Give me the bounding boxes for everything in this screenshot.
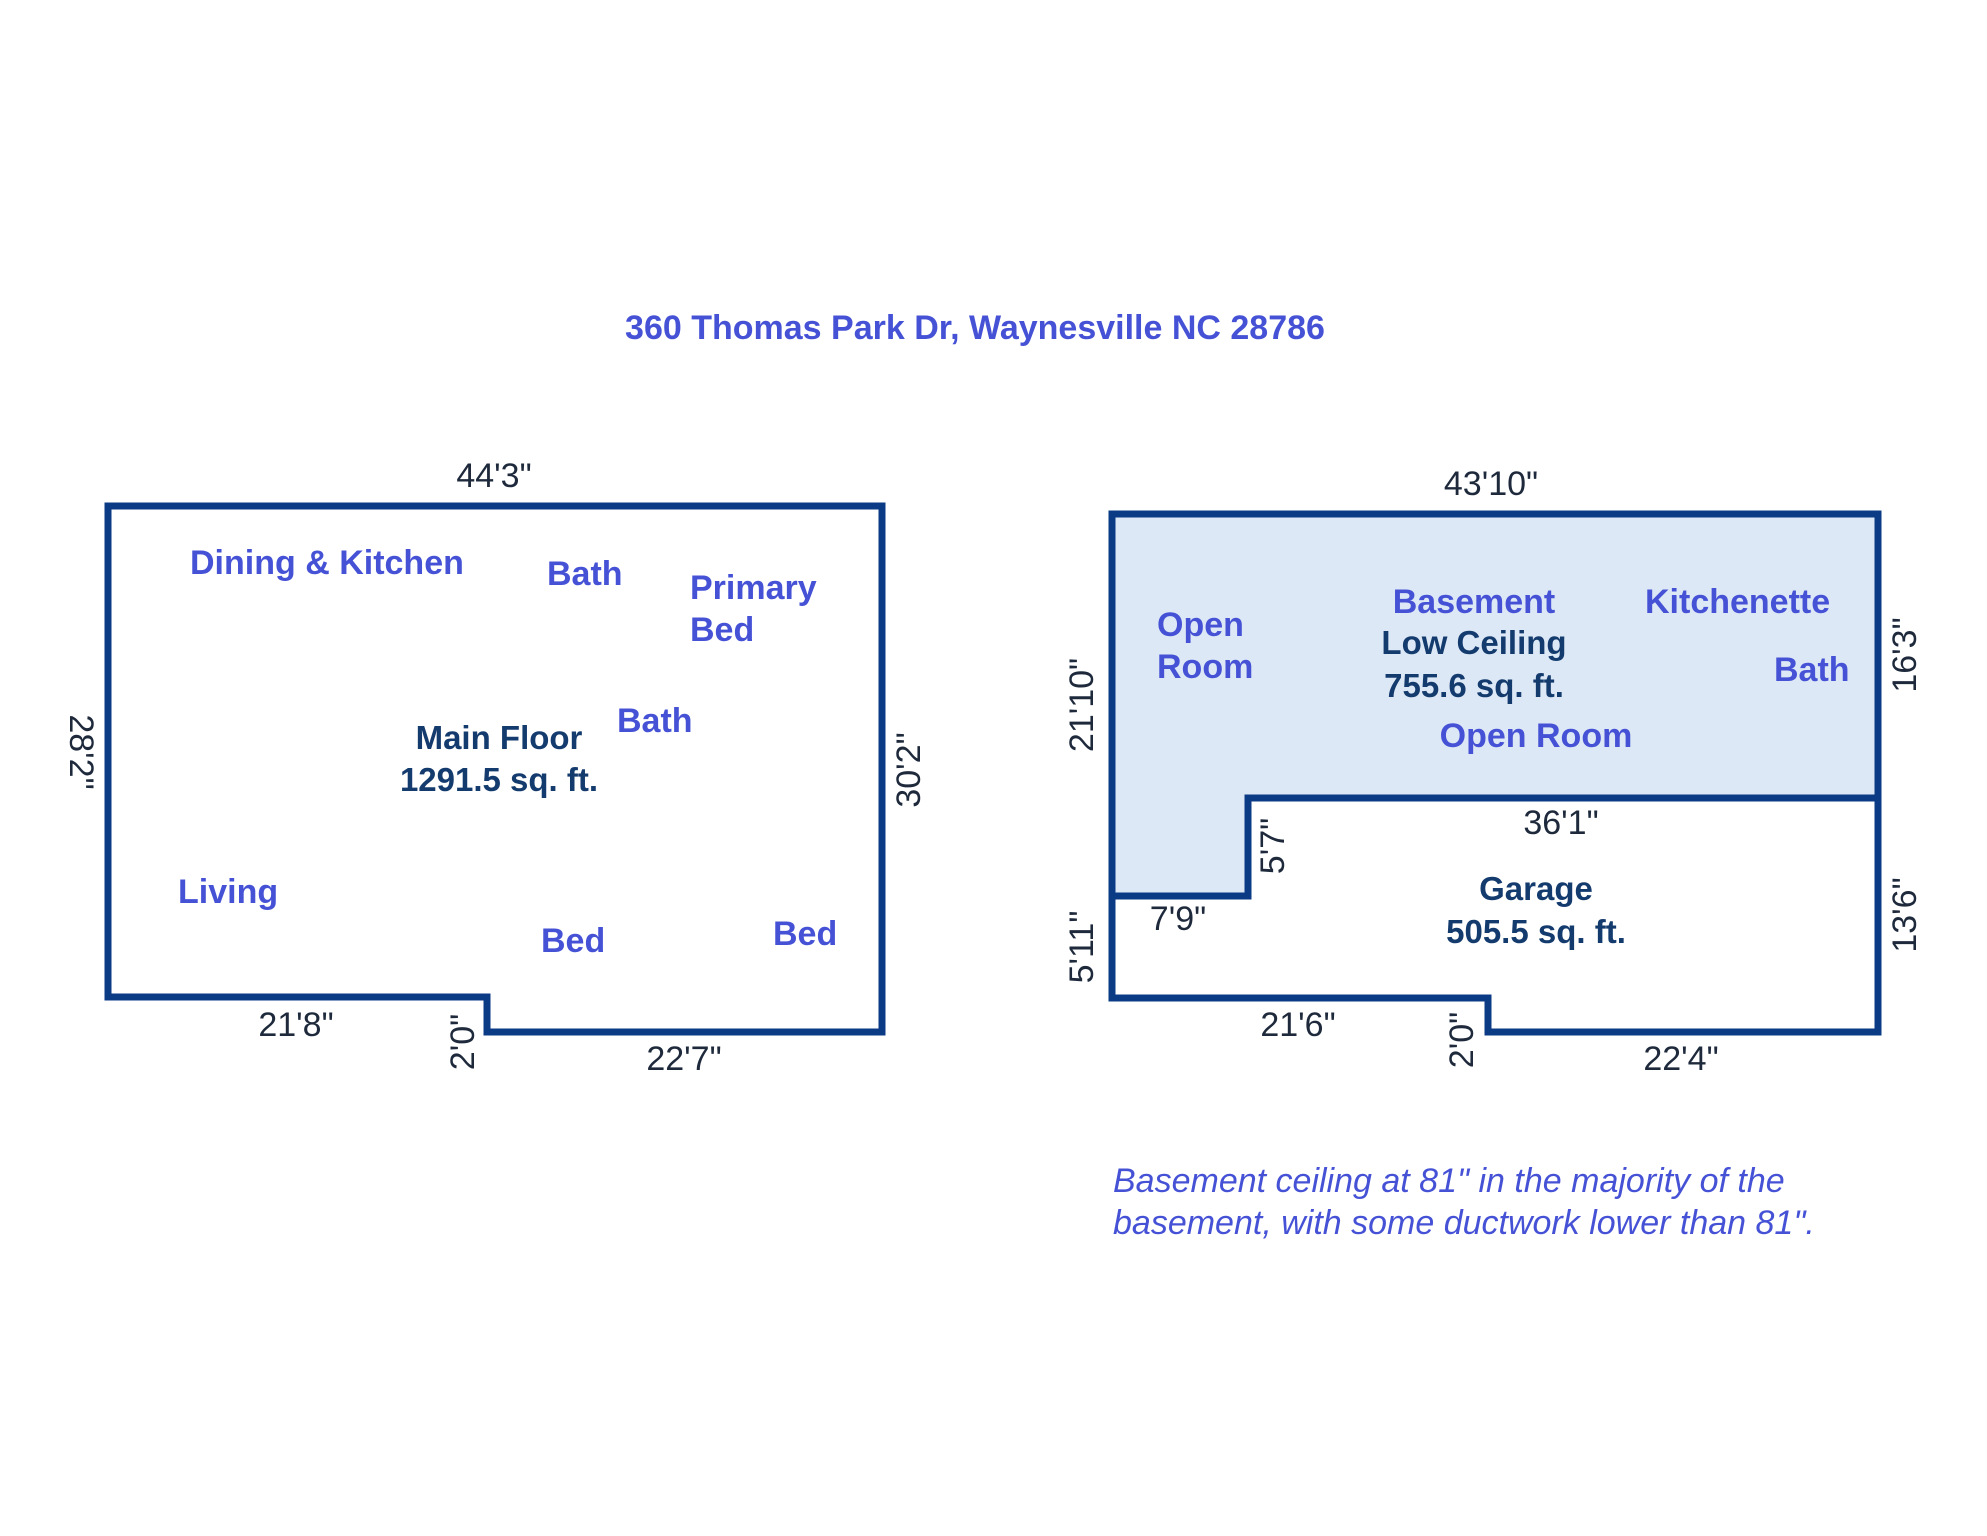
- dimension-lower-left-lower: 5'11": [1063, 911, 1101, 984]
- dimension-lower-right-upper: 16'3": [1886, 617, 1924, 692]
- basement-garage-divider: [1112, 794, 1878, 900]
- dimension-notch-horizontal: 7'9": [1150, 900, 1206, 938]
- room-label-open-room-left-line2: Room: [1157, 648, 1253, 686]
- room-label-kitchenette: Kitchenette: [1645, 583, 1830, 621]
- basement-area-fill: [1112, 514, 1878, 896]
- main-floor-area: 1291.5 sq. ft.: [400, 761, 598, 798]
- dimension-garage-top: 36'1": [1523, 804, 1598, 842]
- garage-area: 505.5 sq. ft.: [1446, 913, 1626, 950]
- room-label-open-room-left-line1: Open: [1157, 606, 1244, 644]
- room-label-living: Living: [178, 873, 278, 911]
- room-label-bed-right: Bed: [773, 915, 837, 953]
- dimension-main-bottom-left: 21'8": [258, 1006, 333, 1044]
- main-floor-outline: [104, 502, 886, 1036]
- dimension-main-top: 44'3": [456, 457, 531, 495]
- room-label-bath-center: Bath: [617, 702, 693, 740]
- dimension-lower-step: 2'0": [1443, 1012, 1481, 1068]
- basement-note-line2: basement, with some ductwork lower than …: [1113, 1204, 1815, 1242]
- basement-area: 755.6 sq. ft.: [1384, 667, 1564, 704]
- dimension-main-right: 30'2": [890, 732, 928, 807]
- page-title: 360 Thomas Park Dr, Waynesville NC 28786: [625, 309, 1325, 347]
- basement-name: Basement: [1393, 583, 1556, 621]
- room-label-dining-kitchen: Dining & Kitchen: [190, 544, 464, 582]
- dimension-lower-bottom-left: 21'6": [1260, 1006, 1335, 1044]
- room-label-bath-upper: Bath: [547, 555, 623, 593]
- lower-floor-outline: [1108, 510, 1882, 1036]
- dimension-main-left: 28'2": [62, 714, 100, 789]
- dimension-lower-right-lower: 13'6": [1886, 877, 1924, 952]
- dimension-lower-bottom-right: 22'4": [1643, 1040, 1718, 1078]
- lower-floor-plan: Open Room Basement Low Ceiling 755.6 sq.…: [1063, 465, 1924, 1078]
- room-label-bed-center: Bed: [541, 922, 605, 960]
- room-label-primary-bed-line2: Bed: [690, 611, 754, 649]
- room-label-primary-bed-line1: Primary: [690, 569, 817, 607]
- dimension-main-bottom-right: 22'7": [646, 1040, 721, 1078]
- basement-note-line1: Basement ceiling at 81" in the majority …: [1113, 1162, 1785, 1200]
- dimension-main-step: 2'0": [444, 1014, 482, 1070]
- basement-subtitle: Low Ceiling: [1381, 624, 1566, 661]
- dimension-notch-vertical: 5'7": [1254, 818, 1292, 874]
- room-label-open-room-center: Open Room: [1440, 717, 1633, 755]
- garage-name: Garage: [1479, 870, 1593, 907]
- main-floor-plan: Dining & Kitchen Bath Primary Bed Bath L…: [62, 457, 928, 1078]
- dimension-lower-top: 43'10": [1444, 465, 1538, 503]
- room-label-bath: Bath: [1774, 651, 1850, 689]
- main-floor-name: Main Floor: [416, 719, 583, 756]
- dimension-lower-left-upper: 21'10": [1063, 658, 1101, 752]
